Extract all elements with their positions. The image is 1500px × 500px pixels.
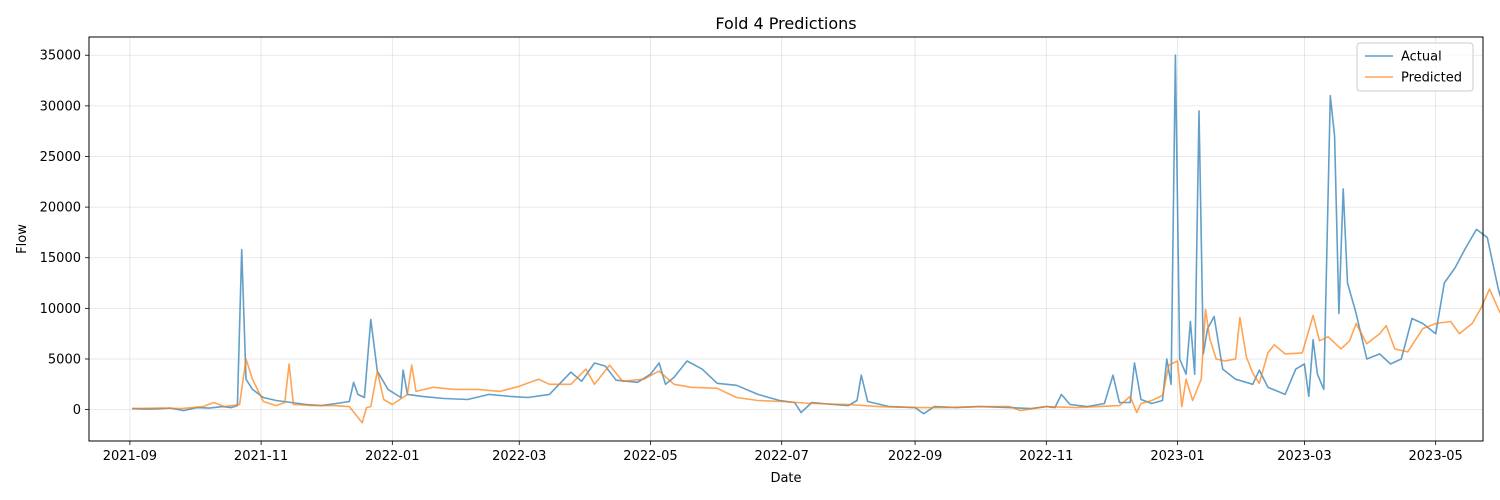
y-tick-label: 0 [73,403,81,418]
x-tick-label: 2022-03 [492,449,546,464]
x-tick-label: 2022-09 [888,449,942,464]
x-axis-title: Date [770,471,801,486]
y-tick-label: 30000 [40,99,81,114]
legend-label: Actual [1401,50,1442,65]
y-axis: 0 5000 10000 15000 20000 25000 30000 35000 [40,49,89,418]
legend-label: Predicted [1401,71,1462,86]
series-line-predicted [131,288,1500,424]
x-axis: 2021-09 2021-11 2022-01 2022-03 2022-05 2022-… [103,441,1463,464]
y-tick-label: 25000 [40,150,81,165]
plot-frame [88,36,1484,442]
y-tick-label: 10000 [40,302,81,317]
grid [89,37,1483,441]
x-tick-label: 2022-05 [623,449,677,464]
series-group [131,54,1500,424]
series-line-actual [131,54,1500,415]
x-tick-label: 2023-01 [1150,449,1204,464]
y-tick-label: 15000 [40,251,81,266]
y-tick-label: 20000 [40,201,81,216]
y-axis-title: Flow [15,224,30,254]
x-tick-label: 2022-01 [365,449,419,464]
x-tick-label: 2022-11 [1019,449,1073,464]
x-tick-label: 2021-09 [103,449,157,464]
chart-title: Fold 4 Predictions [715,14,856,33]
legend-box [1356,42,1474,92]
y-tick-label: 35000 [40,49,81,64]
x-tick-label: 2021-11 [234,449,288,464]
x-tick-label: 2023-05 [1409,449,1463,464]
x-tick-label: 2023-03 [1277,449,1331,464]
y-tick-label: 5000 [48,352,81,367]
legend: Actual Predicted [1356,42,1474,92]
x-tick-label: 2022-07 [755,449,809,464]
